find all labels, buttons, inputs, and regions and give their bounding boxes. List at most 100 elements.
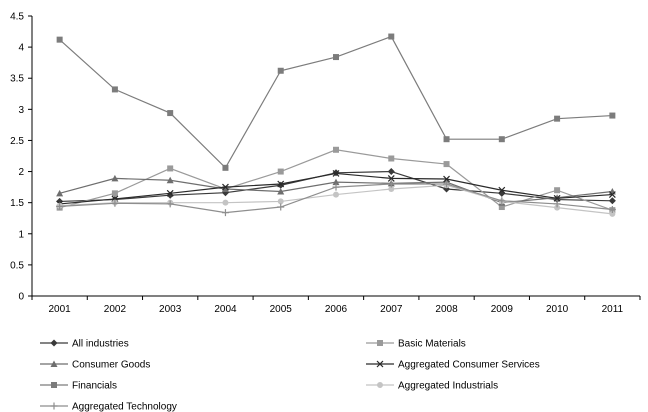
legend-marker: [50, 360, 58, 367]
legend-marker: [376, 360, 384, 368]
data-point-aggregated-technology: [56, 202, 64, 210]
data-point-basic-materials: [277, 168, 284, 175]
x-tick-label: 2003: [159, 304, 182, 315]
plot-area: [56, 33, 616, 217]
data-point-aggregated-technology: [221, 209, 229, 217]
legend-label: Financials: [72, 381, 117, 392]
data-point-basic-materials: [111, 190, 118, 197]
x-tick-label: 2001: [49, 304, 72, 315]
data-point-basic-materials: [333, 146, 339, 153]
x-tick-labels: 2001 2002 2003 2004 2005 2006 2007 2008 2009 2010…: [49, 304, 624, 315]
series-aggregated-consumer-services: [56, 169, 616, 208]
legend-label: Aggregated Industrials: [398, 381, 498, 392]
data-point-financials: [609, 112, 616, 119]
legend-item-consumer-goods: Consumer Goods: [40, 360, 150, 371]
data-point-all-industries: [608, 197, 616, 205]
data-point-financials: [333, 54, 339, 61]
data-point-aggregated-industrials: [609, 210, 616, 217]
legend-label: All industries: [72, 339, 129, 350]
legend: All industries Basic Materials Consumer Go…: [40, 339, 540, 412]
legend-item-basic-materials: Basic Materials: [366, 339, 466, 350]
x-tick-label: 2007: [380, 304, 403, 315]
x-tick-label: 2006: [325, 304, 348, 315]
y-tick-label: 2.5: [10, 136, 24, 147]
data-point-aggregated-consumer-services: [277, 180, 285, 188]
data-point-aggregated-industrials: [554, 204, 561, 211]
y-tick-label: 1.5: [10, 198, 24, 209]
data-point-aggregated-technology: [332, 183, 340, 191]
data-point-consumer-goods: [332, 178, 340, 186]
data-point-aggregated-consumer-services: [553, 194, 561, 202]
data-point-aggregated-consumer-services: [222, 183, 229, 191]
data-point-financials: [498, 136, 505, 143]
data-point-aggregated-consumer-services: [443, 175, 450, 183]
y-tick-label: 3.5: [10, 74, 24, 85]
data-point-financials: [167, 110, 174, 117]
x-tick-label: 2002: [104, 304, 127, 315]
legend-label: Consumer Goods: [72, 360, 150, 371]
y-tick-label: 0: [18, 292, 24, 303]
data-point-aggregated-technology: [608, 206, 616, 214]
y-tick-label: 4: [18, 43, 24, 54]
legend-marker: [51, 382, 57, 388]
legend-marker: [377, 340, 383, 346]
x-tick-label: 2011: [602, 304, 624, 315]
data-point-financials: [277, 67, 284, 74]
data-point-aggregated-industrials: [222, 199, 229, 206]
legend-label: Aggregated Consumer Services: [398, 360, 540, 371]
data-point-aggregated-consumer-services: [498, 186, 506, 194]
data-point-aggregated-consumer-services: [387, 174, 395, 182]
data-point-basic-materials: [554, 187, 561, 194]
x-tick-label: 2010: [546, 304, 569, 315]
legend-marker: [377, 382, 383, 388]
data-point-basic-materials: [167, 165, 174, 172]
y-tick-label: 4.5: [10, 12, 24, 23]
series-aggregated-technology: [56, 180, 616, 217]
data-point-aggregated-technology: [387, 180, 395, 188]
legend-label: Basic Materials: [398, 339, 466, 350]
data-point-consumer-goods: [166, 176, 174, 184]
data-point-financials: [111, 86, 118, 93]
data-point-aggregated-consumer-services: [166, 189, 174, 197]
data-point-aggregated-technology: [166, 200, 174, 208]
data-point-all-industries: [387, 168, 395, 176]
series-financials: [56, 33, 616, 171]
legend-item-aggregated-industrials: Aggregated Industrials: [366, 381, 498, 392]
data-point-aggregated-technology: [553, 200, 561, 208]
data-point-financials: [388, 33, 395, 40]
y-tick-label: 3: [18, 105, 24, 116]
y-tick-label: 2: [18, 167, 24, 178]
data-point-all-industries: [277, 181, 285, 189]
legend-marker: [50, 339, 58, 347]
y-tick-label: 0.5: [10, 260, 24, 271]
legend-label: Aggregated Technology: [72, 402, 177, 412]
x-tick-label: 2009: [491, 304, 514, 315]
data-point-financials: [222, 164, 229, 171]
data-point-aggregated-industrials: [333, 191, 339, 198]
legend-item-all-industries: All industries: [40, 339, 129, 350]
data-point-basic-materials: [498, 204, 505, 211]
data-point-consumer-goods: [56, 189, 64, 197]
data-point-aggregated-industrials: [388, 185, 395, 192]
x-tick-label: 2005: [270, 304, 293, 315]
data-point-aggregated-technology: [277, 203, 285, 211]
legend-item-aggregated-technology: Aggregated Technology: [40, 402, 177, 412]
data-point-consumer-goods: [111, 174, 119, 182]
data-point-financials: [56, 36, 63, 43]
data-point-basic-materials: [443, 161, 450, 168]
data-point-financials: [443, 136, 450, 143]
data-point-consumer-goods: [221, 185, 229, 192]
y-tick-labels: 0 0.5 1 1.5 2 2.5 3 3.5 4 4.5: [10, 12, 24, 303]
legend-item-financials: Financials: [40, 381, 117, 392]
data-point-consumer-goods: [277, 187, 285, 195]
data-point-aggregated-technology: [111, 199, 119, 207]
data-point-aggregated-technology: [498, 197, 506, 205]
axes: [28, 15, 641, 300]
x-tick-label: 2008: [435, 304, 458, 315]
data-point-basic-materials: [388, 155, 395, 162]
legend-marker: [50, 402, 58, 410]
data-point-aggregated-technology: [443, 180, 451, 188]
data-point-consumer-goods: [553, 194, 561, 201]
data-point-aggregated-consumer-services: [608, 191, 616, 199]
